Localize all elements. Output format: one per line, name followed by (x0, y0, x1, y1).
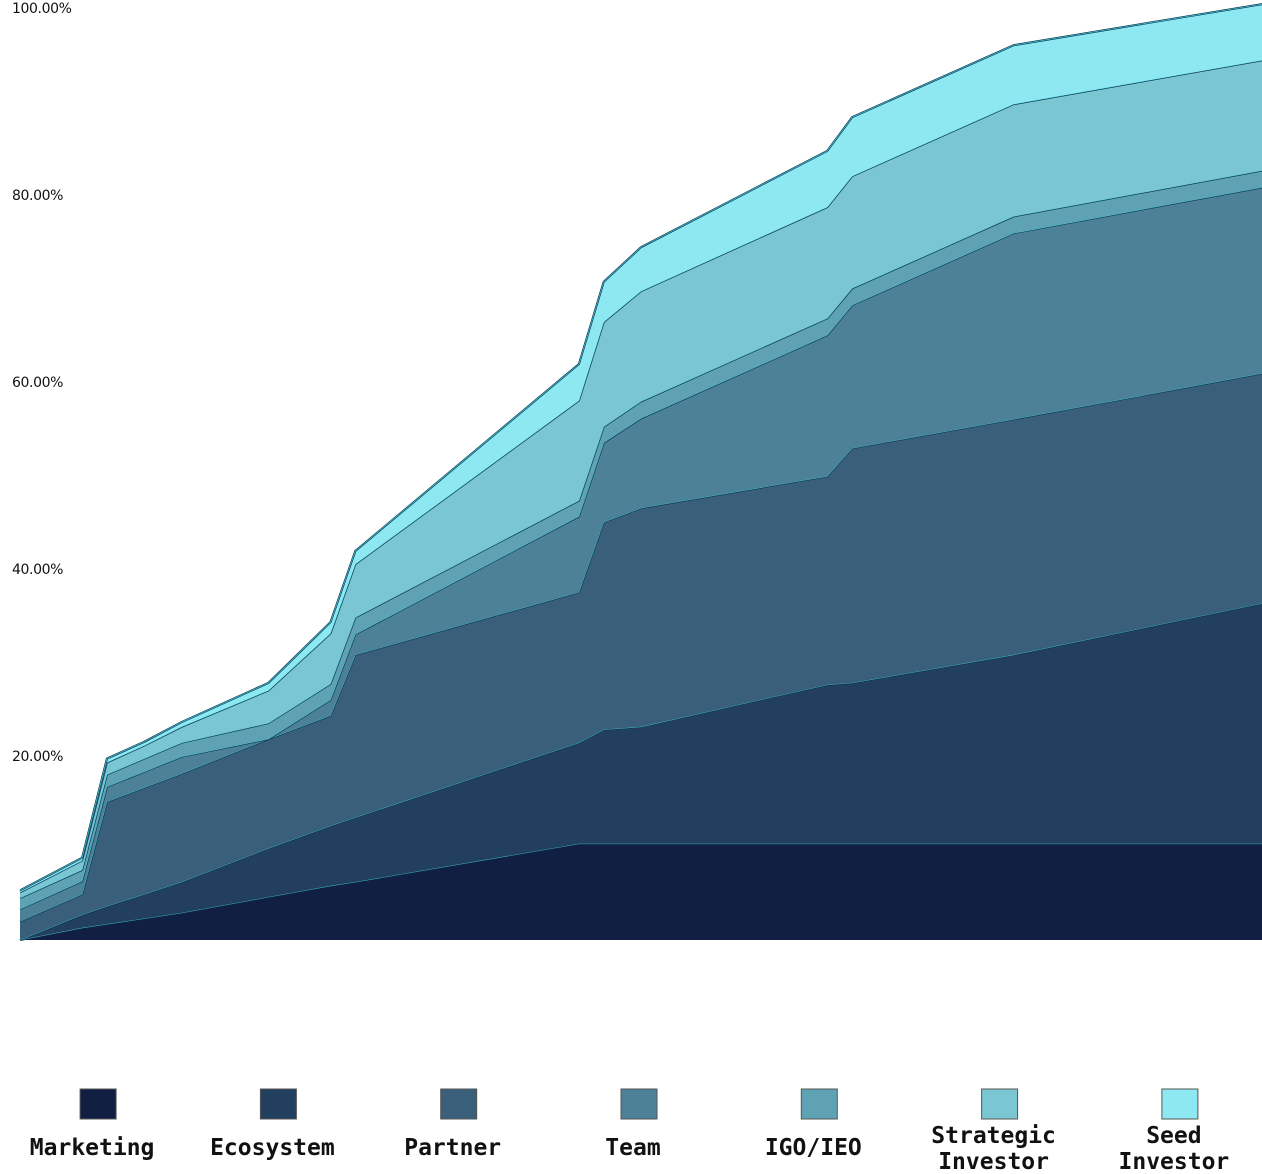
area-highlight-6 (19, 3, 1262, 891)
legend-swatch (440, 1088, 478, 1120)
legend-item: Ecosystem (210, 1088, 335, 1161)
legend-label: Ecosystem (210, 1135, 335, 1161)
area-series-3 (20, 187, 1262, 922)
y-tick-label: 100.00% (12, 1, 72, 17)
legend-swatch (981, 1088, 1019, 1120)
y-tick-label: 20.00% (12, 749, 63, 765)
area-series-1 (20, 603, 1262, 940)
legend-label: Partner (404, 1135, 501, 1161)
legend-item: IGO/IEO (765, 1088, 862, 1161)
legend-item: Partner (404, 1088, 501, 1161)
legend-swatch (800, 1088, 838, 1120)
legend-swatch (1161, 1088, 1199, 1120)
area-series-2 (20, 373, 1262, 940)
legend: Marketing Ecosystem Partner Team IGO/IEO Stra… (30, 1088, 1230, 1174)
legend-label: Team (605, 1135, 660, 1161)
area-series-0 (20, 843, 1262, 940)
legend-item: Team (605, 1088, 661, 1161)
legend-item: Marketing (30, 1088, 155, 1161)
legend-swatch (79, 1088, 117, 1120)
y-tick-label: 40.00% (12, 562, 63, 578)
legend-label: Seed Investor (1119, 1123, 1230, 1174)
legend-item: Strategic Investor (931, 1088, 1056, 1174)
legend-swatch (620, 1088, 658, 1120)
area-series-5 (20, 60, 1262, 898)
y-tick-label: 60.00% (12, 375, 63, 391)
y-tick-label: 80.00% (12, 188, 63, 204)
legend-label: Marketing (30, 1135, 155, 1161)
legend-label: IGO/IEO (765, 1135, 862, 1161)
y-axis-ticks: 20.00% 40.00% 60.00% 80.00% 100.00% (12, 1, 72, 765)
areas-layer (19, 3, 1262, 941)
legend-label: Strategic Investor (931, 1123, 1056, 1174)
legend-swatch (259, 1088, 297, 1120)
legend-item: Seed Investor (1119, 1088, 1230, 1174)
